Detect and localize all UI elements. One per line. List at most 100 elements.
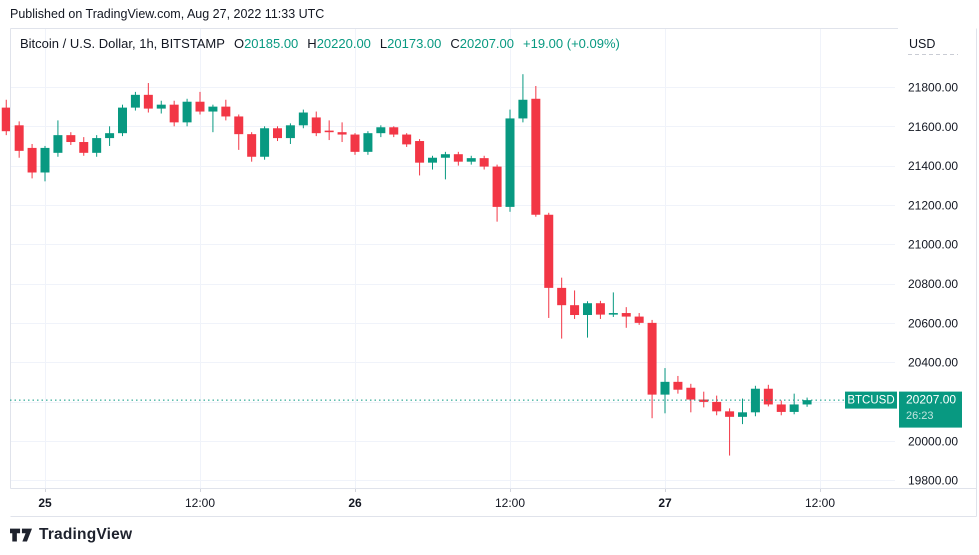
candle-wick <box>612 292 614 317</box>
candle-wick <box>742 398 744 425</box>
candle-body <box>363 133 373 152</box>
candle-body <box>608 313 618 315</box>
candle-body <box>634 316 644 323</box>
candle-body <box>583 303 593 316</box>
candle-wick <box>444 151 446 180</box>
candle <box>428 155 438 170</box>
candle-body <box>595 303 605 315</box>
candle <box>453 151 463 166</box>
candle-body <box>660 381 670 395</box>
price-tick-label: 21000.00 <box>908 238 958 252</box>
price-tick-label: 21400.00 <box>908 159 958 173</box>
candle-body <box>1 107 11 132</box>
candle-wick <box>625 307 627 328</box>
candle <box>1 99 11 136</box>
candle-body <box>518 99 528 119</box>
candle <box>621 307 631 328</box>
candle-body <box>40 147 50 173</box>
time-tick-label-day: 26 <box>348 496 362 510</box>
candle-wick <box>574 290 576 319</box>
ohlc-close-label: C <box>450 36 460 51</box>
candle-body <box>79 142 89 153</box>
time-tick-label-hour: 12:00 <box>185 496 215 510</box>
candle <box>776 400 786 416</box>
ohlc-low-label: L <box>379 36 388 51</box>
ohlc-high: H20220.00 <box>307 36 371 51</box>
candle-body <box>544 214 554 288</box>
tradingview-brand-text: TradingView <box>39 526 133 543</box>
candle <box>273 126 283 142</box>
candle <box>324 120 334 141</box>
tradingview-logo-icon <box>10 528 32 541</box>
candle <box>557 277 567 339</box>
candle <box>260 126 270 160</box>
price-tick-label: 21200.00 <box>908 198 958 212</box>
candle-body <box>621 313 631 317</box>
candle <box>440 151 450 180</box>
price-tick-label: 20600.00 <box>908 316 958 330</box>
candle <box>763 384 773 407</box>
candle-body <box>402 134 412 145</box>
candle <box>647 319 657 419</box>
candle <box>156 100 166 114</box>
time-tick-label-day: 27 <box>658 496 672 510</box>
chart-frame <box>10 28 977 517</box>
currency-label: USD <box>909 37 935 51</box>
candle <box>208 104 218 133</box>
time-tick-label-day: 25 <box>38 496 52 510</box>
candle <box>105 126 115 146</box>
candle-body <box>699 399 709 402</box>
candle <box>311 111 321 137</box>
tradingview-brand[interactable]: TradingView <box>10 526 132 544</box>
candle-body <box>531 98 541 215</box>
candle-body <box>208 106 218 112</box>
price-tick-label: 21800.00 <box>908 80 958 94</box>
candle <box>53 120 63 157</box>
candle <box>337 122 347 143</box>
candle-body <box>182 101 192 123</box>
candle-body <box>311 117 321 134</box>
ohlc-high-label: H <box>307 36 317 51</box>
candle <box>466 155 476 165</box>
candle-body <box>130 94 140 108</box>
time-tick-label-hour: 12:00 <box>495 496 525 510</box>
candle <box>505 109 515 212</box>
candle-wick <box>212 104 214 133</box>
candle <box>14 121 24 158</box>
ohlc-close-value: 20207.00 <box>459 36 515 51</box>
candle-body <box>260 128 270 157</box>
candle-body <box>324 130 334 133</box>
candle-body <box>453 154 463 162</box>
price-change: +19.00 (+0.09%) <box>523 36 620 51</box>
candle <box>738 398 748 425</box>
candle <box>130 91 140 111</box>
ohlc-open-value: 20185.00 <box>244 36 299 51</box>
candle <box>221 99 231 121</box>
chart-legend: Bitcoin / U.S. Dollar, 1h, BITSTAMP O201… <box>20 36 620 51</box>
candle-body <box>92 138 102 153</box>
candle <box>634 313 644 325</box>
candle-wick <box>328 120 330 141</box>
ohlc-low: L20173.00 <box>380 36 441 51</box>
candle-body <box>66 135 76 143</box>
price-scale-labels: 21800.00 21600.00 21400.00 21200.00 21000.00… <box>908 80 958 487</box>
candle <box>479 155 489 170</box>
candle <box>40 145 50 182</box>
candle <box>350 133 360 155</box>
candle-body <box>647 322 657 395</box>
candle-body <box>802 400 812 405</box>
candle <box>363 131 373 155</box>
candle-body <box>415 141 425 163</box>
candle-body <box>686 387 696 400</box>
candle <box>725 408 735 456</box>
last-price-marker: BTCUSD 20207.00 26:23 <box>10 391 962 428</box>
candle-body <box>14 125 24 151</box>
candle <box>712 395 722 416</box>
candle-body <box>337 132 347 135</box>
candle <box>660 368 670 414</box>
candle <box>118 104 128 137</box>
candle <box>182 98 192 127</box>
candle-body <box>195 101 205 112</box>
candle <box>27 143 37 179</box>
ohlc-low-value: 20173.00 <box>387 36 442 51</box>
